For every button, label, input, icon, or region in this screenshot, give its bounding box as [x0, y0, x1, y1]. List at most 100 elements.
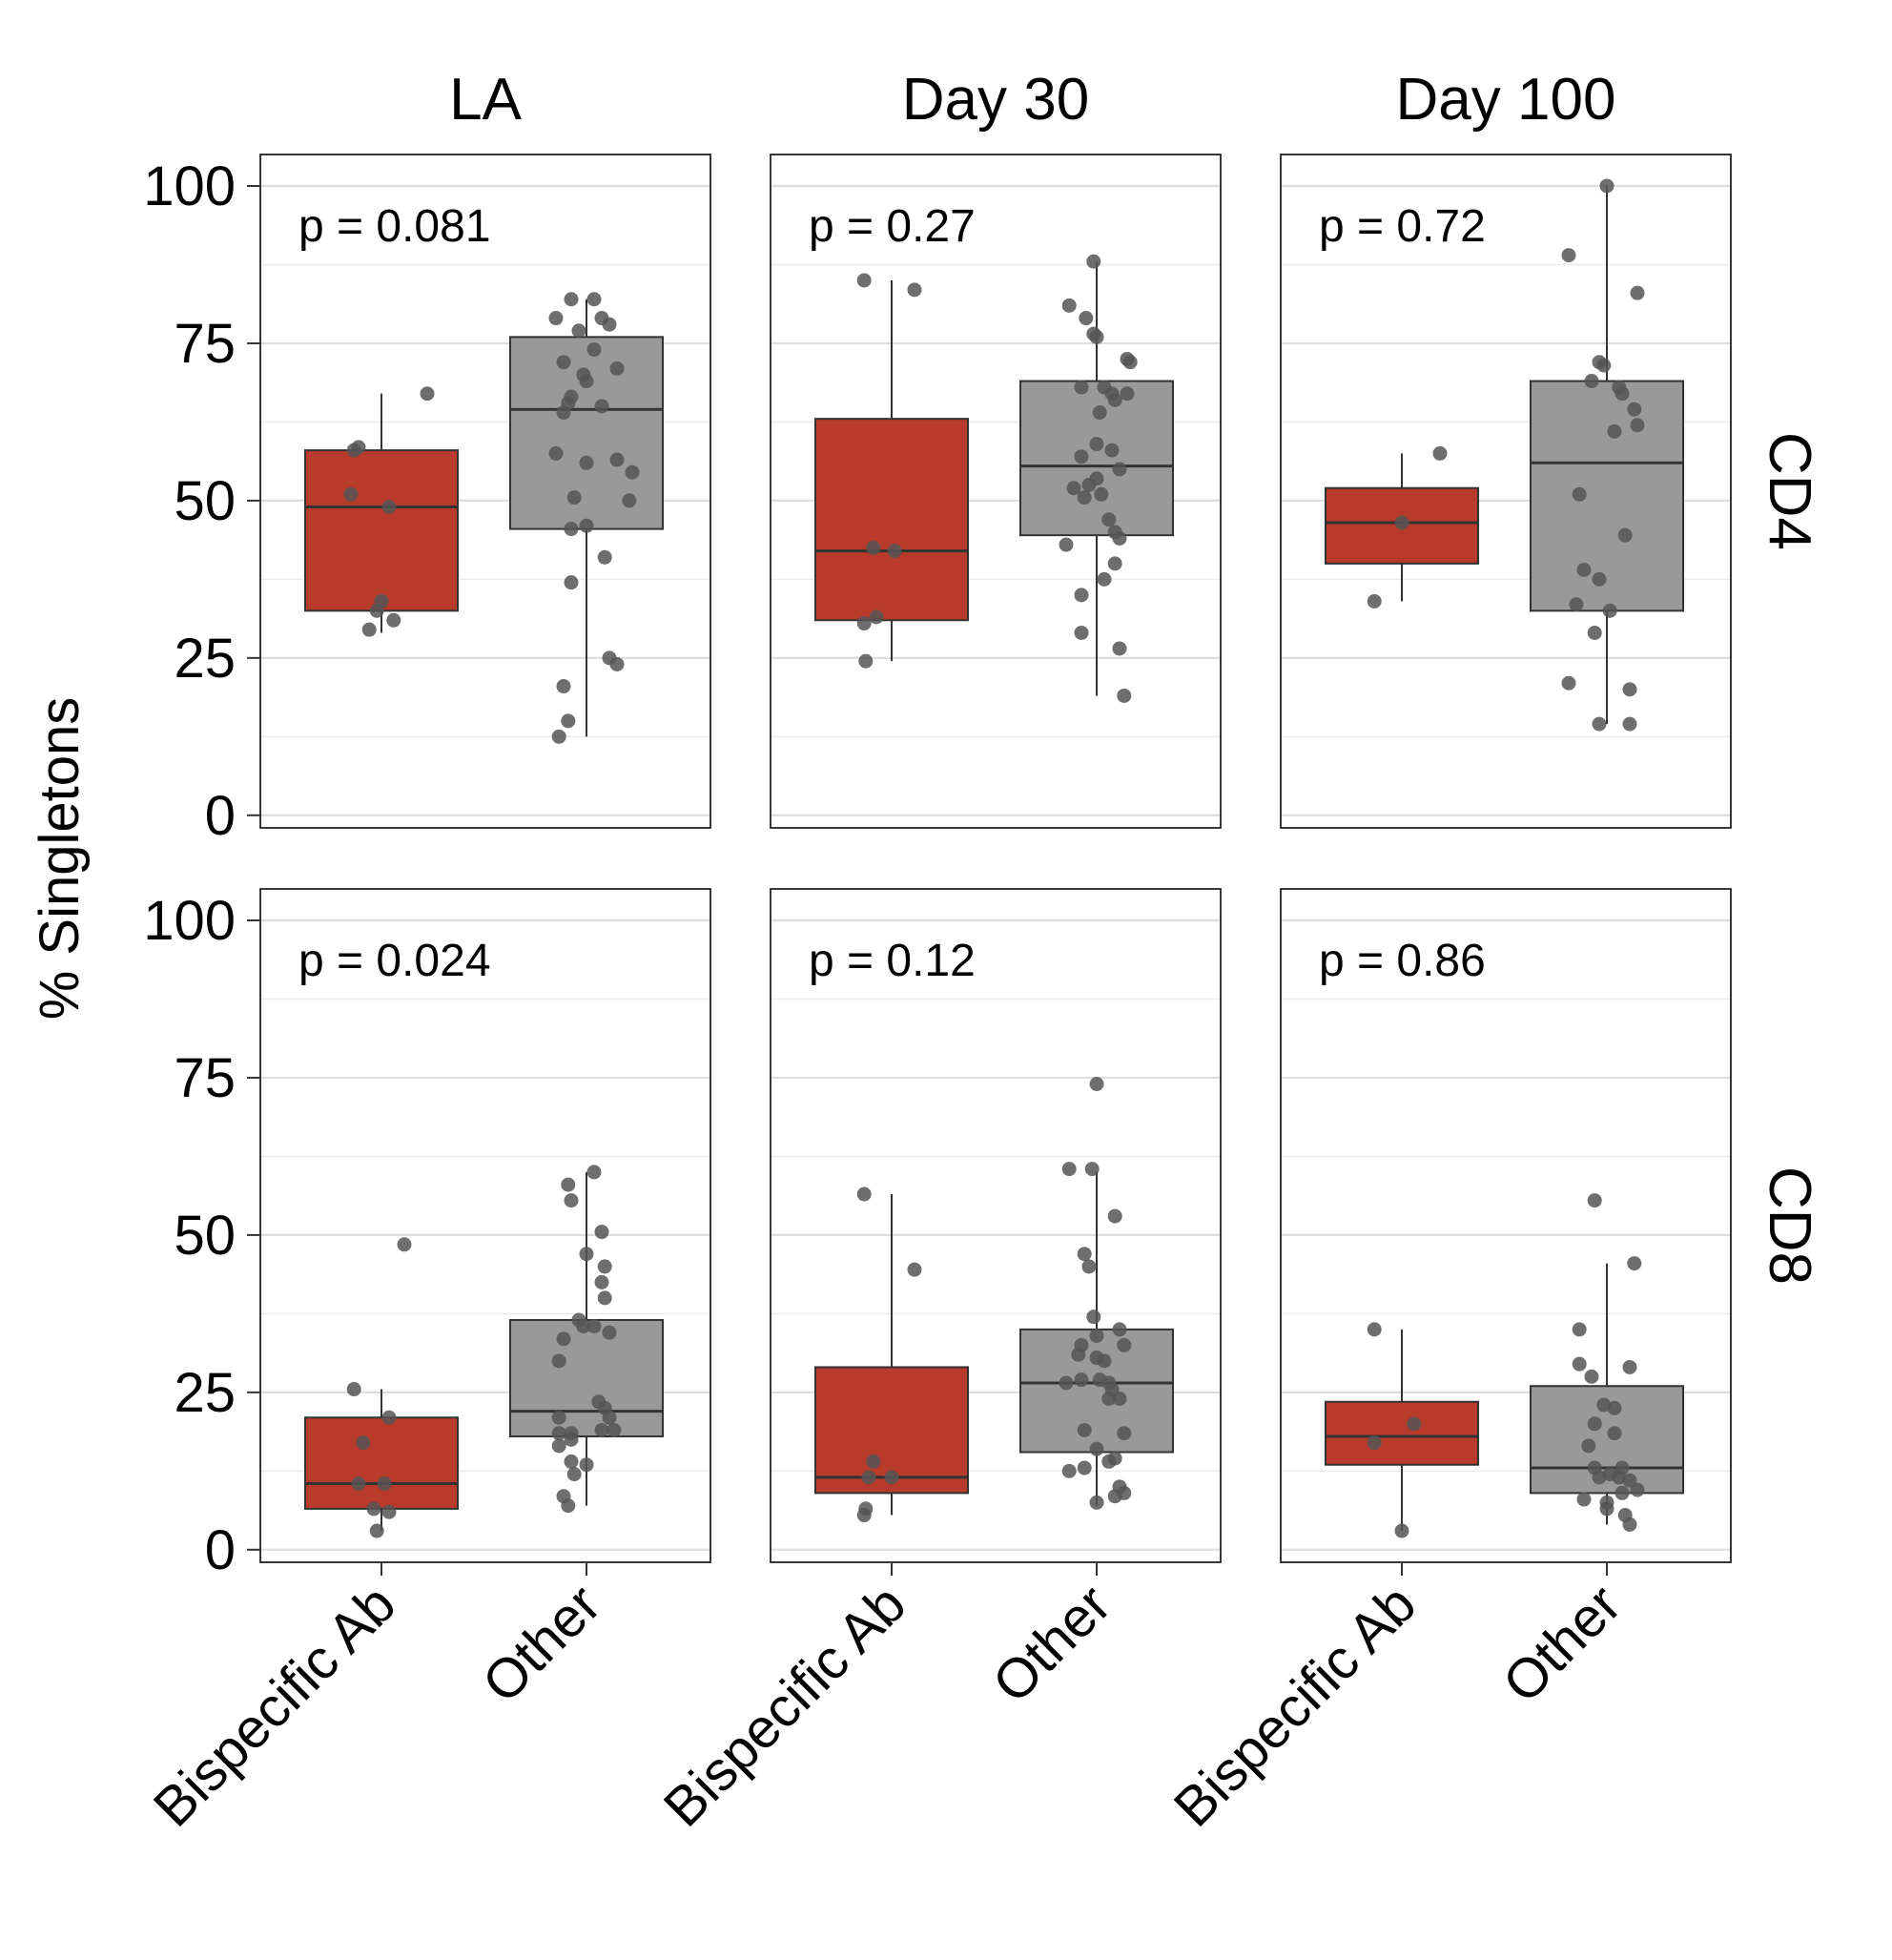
data-point-other: [1122, 355, 1138, 370]
y-tick-label: 0: [205, 1519, 236, 1581]
data-point-other: [1587, 625, 1602, 640]
data-point-other: [1061, 1162, 1077, 1177]
data-point-bispecific-ab: [1367, 1322, 1382, 1337]
data-point-other: [556, 405, 571, 421]
data-point-bispecific-ab: [346, 1382, 361, 1397]
data-point-other: [1112, 1391, 1127, 1406]
data-point-other: [1622, 682, 1637, 697]
panel-cd8-la: p = 0.024 0 25 50 75 100 Bispecific Ab Other: [142, 888, 711, 1839]
box-other-iqr: [509, 336, 664, 530]
panel-cd8-la-border: [259, 888, 711, 1563]
data-point-other: [1617, 527, 1633, 543]
data-point-other: [1599, 1501, 1614, 1516]
data-point-other: [1086, 254, 1101, 269]
data-point-other: [1101, 512, 1117, 527]
data-point-bispecific-ab: [366, 1501, 381, 1516]
data-point-other: [1079, 311, 1094, 326]
data-point-other: [1077, 1422, 1092, 1437]
data-point-other: [1614, 1485, 1630, 1500]
data-point-other: [564, 575, 579, 590]
data-point-other: [1094, 486, 1109, 502]
box-other-iqr: [1530, 380, 1684, 612]
data-point-bispecific-ab: [343, 486, 359, 502]
panel-cd4-day-30-border: [770, 154, 1222, 829]
data-point-bispecific-ab: [856, 1186, 872, 1202]
y-tick-label: 100: [143, 890, 236, 952]
data-point-other: [1092, 405, 1107, 421]
data-point-other: [1587, 1416, 1602, 1432]
data-point-other: [551, 1426, 566, 1441]
y-tick-label: 100: [143, 155, 236, 217]
data-point-other: [579, 455, 594, 470]
data-point-bispecific-ab: [907, 1262, 922, 1277]
data-point-other: [602, 317, 617, 332]
data-point-other: [1112, 1322, 1127, 1337]
data-point-other: [1081, 477, 1097, 492]
data-point-other: [1101, 1454, 1117, 1469]
facet-row-label-cd4: CD4: [1757, 432, 1822, 550]
data-point-other: [1630, 285, 1645, 300]
data-point-other: [594, 399, 609, 414]
data-point-other: [607, 1422, 622, 1437]
data-point-bispecific-ab: [377, 1476, 392, 1492]
data-point-other: [1074, 449, 1089, 464]
data-point-bispecific-ab: [866, 540, 881, 555]
box-bispecific-ab-iqr: [814, 418, 969, 622]
data-point-bispecific-ab: [397, 1237, 412, 1252]
data-point-other: [1077, 1247, 1092, 1262]
data-point-bispecific-ab: [351, 1476, 366, 1492]
data-point-other: [561, 713, 576, 729]
data-point-other: [1622, 1359, 1637, 1374]
y-tick-label: 25: [174, 1362, 236, 1424]
data-point-other: [1074, 588, 1089, 603]
data-point-other: [1077, 490, 1092, 505]
data-point-other: [1081, 1259, 1097, 1274]
x-tick-label-bispecific-ab: Bispecific Ab: [1162, 1573, 1428, 1838]
data-point-bispecific-ab: [361, 622, 377, 637]
data-point-other: [1112, 462, 1127, 477]
data-point-other: [1061, 1463, 1077, 1478]
box-bispecific-ab-iqr: [304, 1416, 459, 1510]
data-point-bispecific-ab: [856, 616, 872, 631]
data-point-other: [594, 1225, 609, 1240]
data-point-other: [1572, 1322, 1587, 1337]
data-point-other: [551, 1438, 566, 1454]
data-point-other: [566, 490, 582, 505]
data-point-other: [1587, 1193, 1602, 1208]
data-point-other: [1592, 1470, 1607, 1485]
data-point-other: [1074, 1372, 1089, 1388]
data-point-bispecific-ab: [369, 603, 384, 618]
data-point-other: [564, 1454, 579, 1469]
data-point-other: [602, 1325, 617, 1340]
data-point-other: [1112, 641, 1127, 656]
data-point-other: [1576, 1492, 1592, 1507]
x-tick-label-other: Other: [471, 1573, 613, 1715]
data-point-bispecific-ab: [1367, 593, 1382, 609]
data-point-other: [622, 493, 637, 508]
data-point-other: [1086, 1310, 1101, 1325]
x-tick-label-bispecific-ab: Bispecific Ab: [142, 1573, 407, 1838]
data-point-bispecific-ab: [856, 1508, 872, 1523]
data-point-bispecific-ab: [1394, 515, 1409, 530]
data-point-bispecific-ab: [1394, 1523, 1409, 1538]
y-tick-label: 0: [205, 785, 236, 847]
data-point-bispecific-ab: [869, 609, 884, 625]
p-value-label: p = 0.024: [298, 936, 491, 986]
p-value-label: p = 0.72: [1319, 201, 1486, 252]
data-point-other: [1120, 386, 1135, 402]
data-point-bispecific-ab: [1367, 1435, 1382, 1451]
facet-column-label-la: LA: [449, 67, 522, 133]
data-point-other: [1607, 1426, 1622, 1441]
data-point-other: [564, 1432, 579, 1447]
x-tick-label-other: Other: [981, 1573, 1123, 1715]
data-point-other: [625, 464, 640, 480]
box-bispecific-ab-iqr: [1325, 1400, 1479, 1466]
data-point-other: [1592, 571, 1607, 587]
data-point-other: [1602, 603, 1617, 618]
data-point-other: [1089, 1495, 1104, 1510]
data-point-bispecific-ab: [907, 282, 922, 298]
facet-row-label-cd8: CD8: [1757, 1166, 1822, 1285]
data-point-bispecific-ab: [856, 273, 872, 288]
data-point-bispecific-ab: [386, 612, 401, 628]
x-tick-label-bispecific-ab: Bispecific Ab: [652, 1573, 917, 1838]
